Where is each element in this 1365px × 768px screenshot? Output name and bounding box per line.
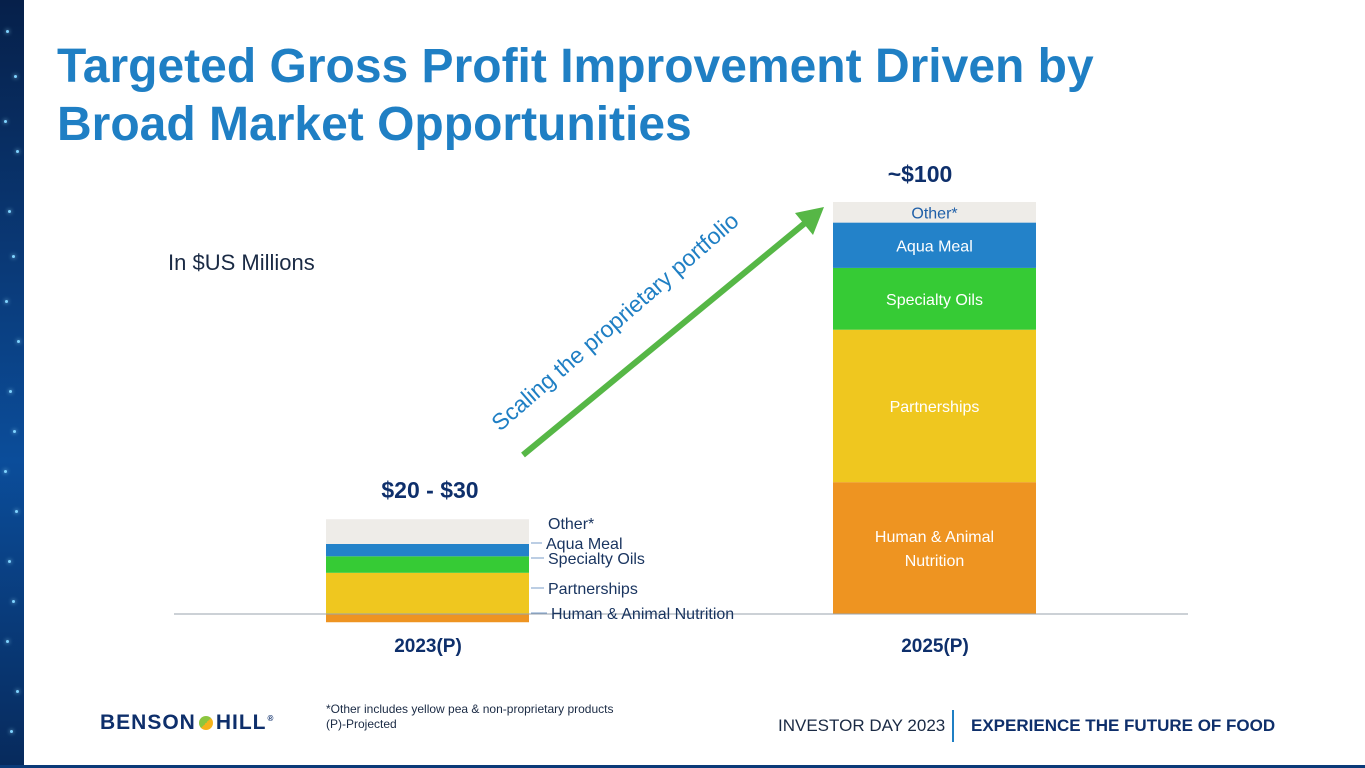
bar-group-2023 — [326, 519, 529, 623]
bar-segment-aqua-meal-2025-p — [833, 222, 1036, 268]
decorative-dot — [8, 210, 11, 213]
decorative-dot — [14, 75, 17, 78]
growth-arrow-shaft — [521, 220, 807, 458]
decorative-side-strip — [0, 0, 24, 768]
arrow-label: Scaling the proprietary portfolio — [486, 207, 743, 435]
seed-icon — [198, 716, 213, 730]
footnote-other: *Other includes yellow pea & non-proprie… — [326, 702, 614, 716]
logo-word-left: BENSON — [100, 711, 196, 734]
footnote-projected: (P)-Projected — [326, 717, 397, 731]
page-title: Targeted Gross Profit Improvement Driven… — [57, 38, 1307, 154]
decorative-dot — [15, 510, 18, 513]
callout-label-other-2023: Other* — [548, 516, 594, 533]
decorative-dot — [17, 340, 20, 343]
bar-segment-aqua-meal-2023-p — [326, 543, 529, 557]
decorative-dot — [6, 640, 9, 643]
footnote: *Other includes yellow pea & non-proprie… — [326, 702, 613, 732]
decorative-dot — [12, 255, 15, 258]
decorative-dot — [16, 690, 19, 693]
logo-word-right: HILL — [215, 711, 267, 734]
callout-label-specialty-oils-2023: Specialty Oils — [548, 551, 645, 568]
x-tick-label-2025: 2025(P) — [901, 636, 969, 657]
decorative-dot — [10, 730, 13, 733]
segment-label-human-animal-nutrition-2025: Human & Animal Nutrition — [875, 529, 994, 570]
decorative-dot — [12, 600, 15, 603]
growth-arrow-head — [795, 207, 824, 235]
page-title-line-1: Targeted Gross Profit Improvement Driven… — [57, 40, 1094, 93]
segment-label-specialty-oils-2025: Specialty Oils — [886, 292, 983, 309]
bar-segment-other-2025-p — [833, 202, 1036, 223]
x-tick-label-2023: 2023(P) — [394, 636, 462, 657]
decorative-dot — [16, 150, 19, 153]
decorative-dot — [9, 390, 12, 393]
decorative-dot — [6, 30, 9, 33]
total-label-2025: ~$100 — [888, 161, 953, 187]
growth-arrow — [521, 207, 824, 458]
decorative-dot — [4, 120, 7, 123]
bar-segment-specialty-oils-2025-p — [833, 267, 1036, 330]
footer-divider — [952, 710, 954, 742]
bar-group-2025: Other* Human & Animal Nutrition Aqua Meal Sp… — [833, 202, 1036, 614]
total-label-2023: $20 - $30 — [381, 477, 478, 503]
event-label: INVESTOR DAY 2023 — [778, 716, 946, 735]
decorative-dot — [13, 430, 16, 433]
decorative-dot — [4, 470, 7, 473]
segment-label-other-2025: Other* — [911, 205, 957, 222]
segment-label-partnerships-2025: Partnerships — [890, 399, 980, 416]
page-title-line-2: Broad Market Opportunities — [57, 98, 692, 151]
bar-segment-partnerships-2025-p — [833, 329, 1036, 483]
bar-segment-human-animal-nutrition-2023-p — [326, 614, 529, 623]
bar-segment-partnerships-2023-p — [326, 572, 529, 614]
callout-label-human-animal-nutrition-2023: Human & Animal Nutrition — [551, 606, 734, 623]
callout-label-partnerships-2023: Partnerships — [548, 581, 638, 598]
bottom-divider — [0, 765, 1365, 768]
callout-label-aqua-meal-2023: Aqua Meal — [546, 536, 623, 553]
bar-segment-other-2023-p — [326, 519, 529, 544]
benson-hill-logo: BENSON HILL ® — [100, 711, 274, 735]
units-label: In $US Millions — [168, 250, 315, 275]
registered-mark: ® — [267, 714, 275, 723]
segment-label-aqua-meal-2025: Aqua Meal — [896, 238, 973, 255]
tagline: EXPERIENCE THE FUTURE OF FOOD — [971, 716, 1276, 735]
bar-segment-specialty-oils-2023-p — [326, 556, 529, 573]
bar-segment-human-animal-nutrition-2025-p — [833, 482, 1036, 614]
decorative-dot — [8, 560, 11, 563]
decorative-dot — [5, 300, 8, 303]
